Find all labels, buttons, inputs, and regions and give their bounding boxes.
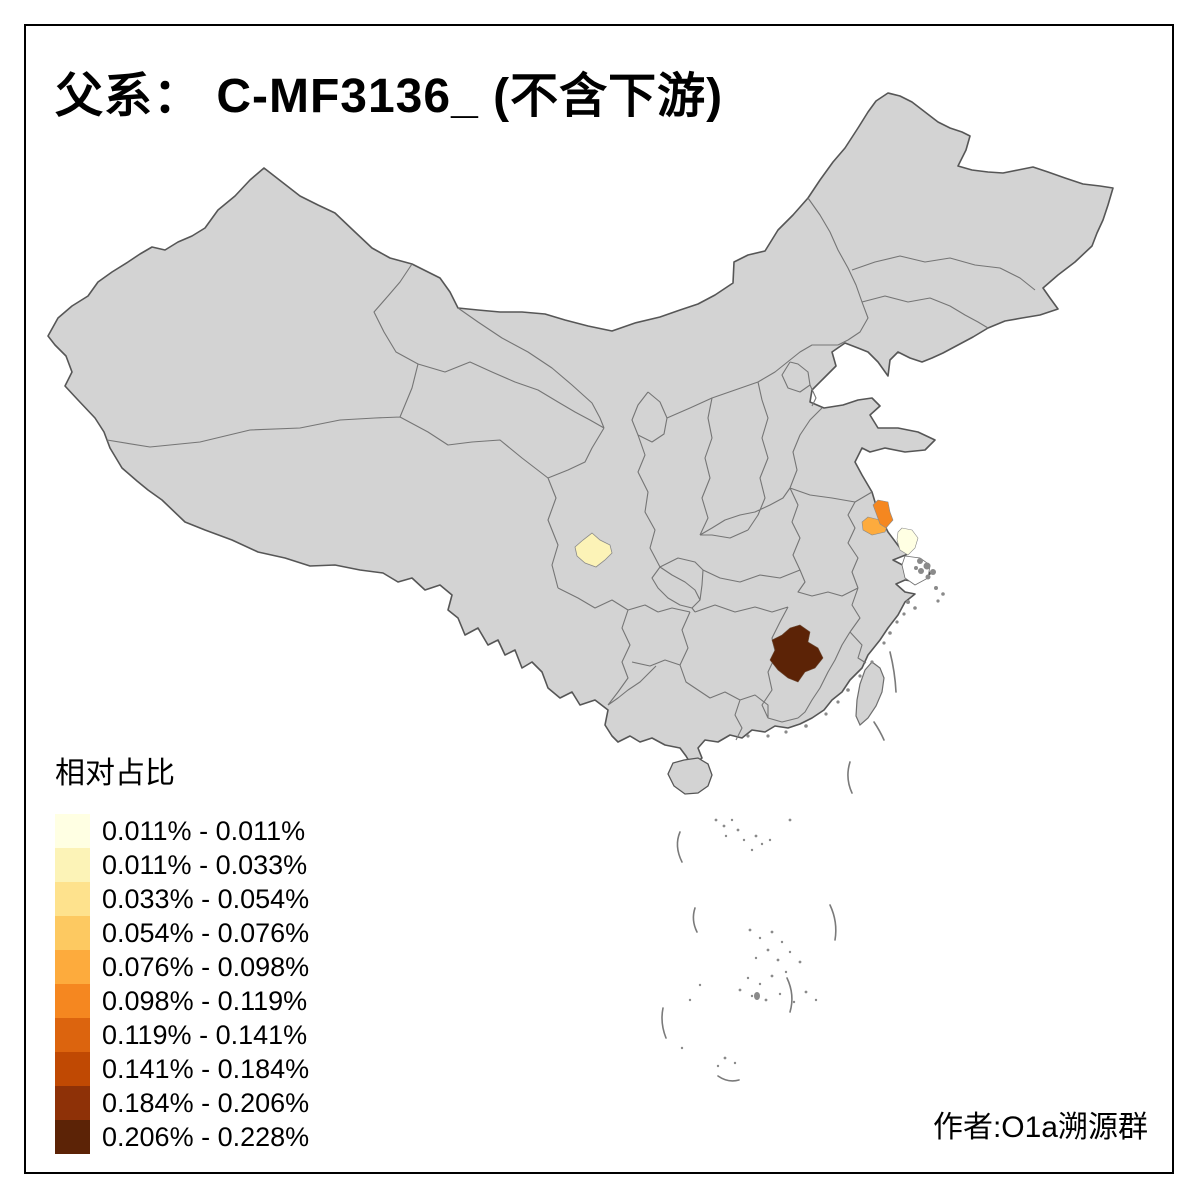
legend-row: 0.184% - 0.206% [55,1086,395,1120]
legend-label: 0.141% - 0.184% [102,1053,310,1084]
legend-label: 0.011% - 0.011% [102,815,306,846]
legend-row: 0.054% - 0.076% [55,916,395,950]
legend-swatch [55,916,90,950]
legend-swatch [55,984,90,1018]
coastal-islets [746,586,945,738]
legend-row: 0.098% - 0.119% [55,984,395,1018]
legend-swatch [55,882,90,916]
hainan-island [667,757,713,795]
legend-label: 0.011% - 0.033% [102,849,308,880]
highlight-south-jiangsu-prefecture [896,527,919,556]
legend-swatch [55,1086,90,1120]
legend-row: 0.119% - 0.141% [55,1018,395,1052]
legend-swatch [55,1052,90,1086]
mainland-outline [47,92,1114,767]
legend-swatch [55,950,90,984]
legend-title: 相对占比 [55,757,175,790]
legend-row: 0.011% - 0.011% [55,814,395,848]
legend-swatch [55,848,90,882]
legend-rows: 0.011% - 0.011% 0.011% - 0.033% 0.033% -… [55,814,395,1154]
legend-swatch [55,814,90,848]
legend-label: 0.033% - 0.054% [102,883,310,914]
province-borders-west [106,263,691,706]
nine-dash-line [661,651,897,1082]
legend-label: 0.119% - 0.141% [102,1019,308,1050]
legend: 相对占比 0.011% - 0.011% 0.011% - 0.033% 0.0… [55,748,395,1154]
province-borders-east [679,407,873,741]
legend-row: 0.011% - 0.033% [55,848,395,882]
province-borders-center [631,344,838,609]
legend-label: 0.054% - 0.076% [102,917,310,948]
attribution-text: 作者:O1a溯源群 [932,1111,1148,1144]
legend-label: 0.206% - 0.228% [102,1121,310,1152]
legend-row: 0.206% - 0.228% [55,1120,395,1154]
province-borders-northeast [807,197,1036,346]
south-china-sea-islands [680,818,818,1068]
legend-swatch [55,1018,90,1052]
legend-swatch [55,1120,90,1154]
taiwan-island [855,661,885,726]
legend-row: 0.141% - 0.184% [55,1052,395,1086]
legend-label: 0.184% - 0.206% [102,1087,310,1118]
legend-label: 0.098% - 0.119% [102,985,308,1016]
highlight-sichuan-basin-prefecture [574,532,613,568]
shanghai-urban-cluster [914,558,936,580]
page-title: 父系： C-MF3136_ (不含下游) [55,70,724,123]
legend-row: 0.033% - 0.054% [55,882,395,916]
legend-row: 0.076% - 0.098% [55,950,395,984]
highlight-south-jiangxi-prefecture [769,624,824,683]
highlight-central-jiangsu-east [872,499,894,529]
legend-label: 0.076% - 0.098% [102,951,310,982]
